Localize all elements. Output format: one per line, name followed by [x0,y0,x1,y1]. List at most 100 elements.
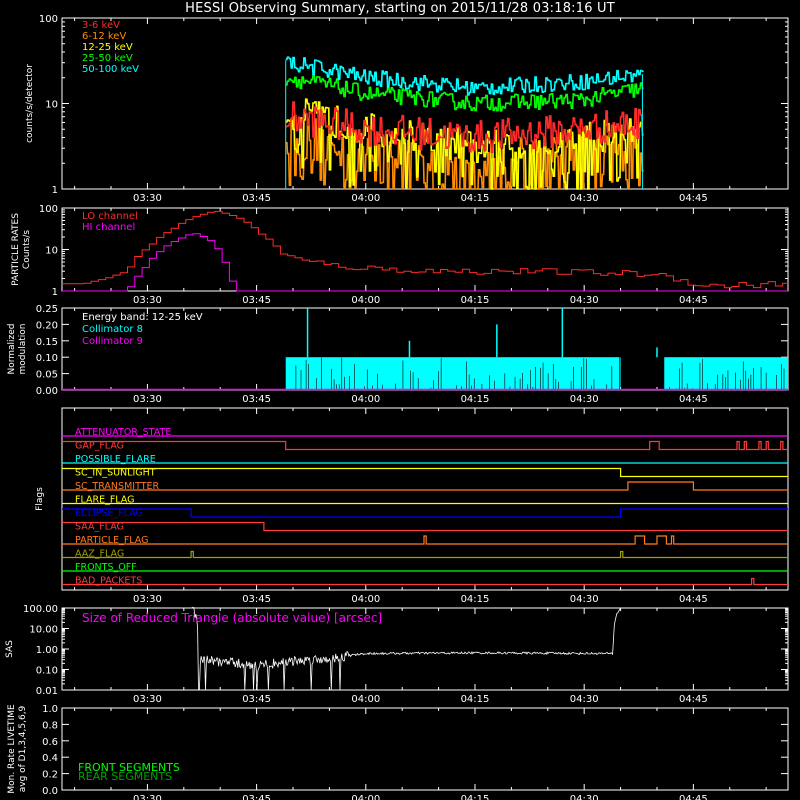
modulation-xtick-label: 03:30 [133,394,162,405]
legend-collimator-9: Collimator 9 [82,336,143,347]
livetime-ytick-label: 0.4 [42,753,58,764]
flags-xtick-label: 03:45 [242,594,271,605]
modulation-xtick-label: 04:30 [570,394,599,405]
legend-50-100-kev: 50-100 keV [82,64,139,75]
livetime-xtick-label: 04:15 [461,794,490,800]
chart-title: HESSI Observing Summary, starting on 201… [185,1,615,16]
particle-rates-xtick-label: 04:00 [351,295,380,306]
livetime-ylabel: avg of D1,3,4,5,6,9 [18,705,28,792]
sas-ylabel: SAS [5,640,15,658]
particle-series-lo-channel [62,210,788,289]
legend-collimator-8: Collimator 8 [82,324,143,335]
flag-label-possible-flare: POSSIBLE_FLARE [75,454,156,465]
livetime-xtick-label: 04:45 [679,794,708,800]
particle-rates-xtick-label: 04:30 [570,295,599,306]
particle-rates-ylabel: Counts/s [22,230,32,269]
modulation-xtick-label: 04:45 [679,394,708,405]
particle-rates-ylabel: PARTICLE RATES [11,213,21,286]
sas-xtick-label: 04:00 [351,694,380,705]
sas-ytick-label: 0.01 [36,686,58,697]
modulation-xtick-label: 04:15 [461,394,490,405]
flag-line-saa-flag [62,521,788,532]
sas-xtick-label: 03:45 [242,694,271,705]
modulation-ytick-label: 0.15 [36,337,58,348]
sas-xtick-label: 04:45 [679,694,708,705]
livetime-ytick-label: 1.0 [42,704,58,715]
legend-25-50-kev: 25-50 keV [82,53,133,64]
collimator-8-block-0 [285,357,621,390]
flag-label-particle-flag: PARTICLE_FLAG [75,535,148,546]
count-rates-ytick-label: 100 [39,14,58,25]
modulation-ytick-label: 0.25 [36,304,58,315]
sas-ytick-label: 1.00 [36,645,58,656]
flag-label-sc-in-sunlight: SC_IN_SUNLIGHT [75,468,156,479]
flags-xtick-label: 04:00 [351,594,380,605]
count-rates-frame [61,17,789,190]
count-rates-ylabel: counts/s/detector [25,64,35,143]
modulation-ylabel: modulation [18,324,28,375]
count-rates-xtick-label: 04:00 [351,193,380,204]
legend-6-12-kev: 6-12 keV [82,31,126,42]
flags-frame [61,407,789,591]
legend-front-segments: FRONT SEGMENTS [78,761,180,774]
legend-rear-segments: REAR SEGMENTS [78,770,172,783]
livetime-xtick-label: 04:30 [570,794,599,800]
sas-xtick-label: 03:30 [133,694,162,705]
sas-annotation: Size of Reduced Triangle (absolute value… [82,611,382,625]
livetime-xtick-label: 04:00 [351,794,380,800]
flags-xtick-label: 04:15 [461,594,490,605]
flag-line-sc-in-sunlight [62,467,788,478]
livetime-xtick-label: 03:30 [133,794,162,800]
particle-rates-ytick-label: 10 [45,246,58,257]
legend-3-6-kev: 3-6 keV [82,20,120,31]
modulation-xtick-label: 04:00 [351,394,380,405]
livetime-ytick-label: 0.6 [42,737,58,748]
particle-rates-xtick-label: 03:30 [133,295,162,306]
sas-ytick-label: 10.00 [29,625,58,636]
legend-hi-channel: HI channel [82,222,135,233]
particle-rates-xtick-label: 04:45 [679,295,708,306]
modulation-xtick-label: 03:45 [242,394,271,405]
particle-rates-xtick-label: 04:15 [461,295,490,306]
count-rates-ytick-label: 1 [52,185,58,196]
modulation-ytick-label: 0.10 [36,353,58,364]
sas-ytick-label: 0.10 [36,666,58,677]
particle-rates-xtick-label: 03:45 [242,295,271,306]
flag-line-gap-flag [62,440,788,451]
flag-label-aaz-flag: AAZ_FLAG [75,549,124,560]
legend-12-25-kev: 12-25 keV [82,42,133,53]
modulation-ytick-label: 0.20 [36,320,58,331]
livetime-ytick-label: 0.0 [42,786,58,797]
flag-label-fronts-off: FRONTS_OFF [75,562,137,573]
livetime-frame [61,707,789,791]
sas-xtick-label: 04:15 [461,694,490,705]
livetime-xtick-label: 03:45 [242,794,271,800]
sas-series [190,606,621,691]
flag-label-saa-flag: SAA_FLAG [75,522,124,533]
flags-xtick-label: 03:30 [133,594,162,605]
flag-line-bad-packets [62,577,788,586]
flag-label-sc-transmitter: SC_TRANSMITTER [75,481,160,492]
count-series-50-100-kev [285,56,644,96]
modulation-ylabel: Normalized [7,323,17,374]
legend-lo-channel: LO channel [82,211,138,222]
modulation-ytick-label: 0.00 [36,386,58,397]
flag-label-attenuator-state: ATTENUATOR_STATE [75,427,171,438]
collimator-8-block-1 [664,357,788,390]
flags-xtick-label: 04:45 [679,594,708,605]
count-rates-xtick-label: 04:15 [461,193,490,204]
flag-line-sc-transmitter [62,481,788,491]
flag-label-eclipse-flag: ECLIPSE_FLAG [75,508,143,519]
flags-xtick-label: 04:30 [570,594,599,605]
flag-label-gap-flag: GAP_FLAG [75,441,124,452]
count-rates-xtick-label: 03:30 [133,193,162,204]
count-rates-ytick-label: 10 [45,100,58,111]
particle-series-hi-channel [62,233,788,292]
sas-ytick-label: 100.00 [23,604,58,615]
sas-xtick-label: 04:30 [570,694,599,705]
flag-label-bad-packets: BAD_PACKETS [75,576,142,587]
count-rates-xtick-label: 04:30 [570,193,599,204]
modulation-energy-band: Energy band: 12-25 keV [82,312,203,323]
flag-line-aaz-flag [62,550,788,559]
